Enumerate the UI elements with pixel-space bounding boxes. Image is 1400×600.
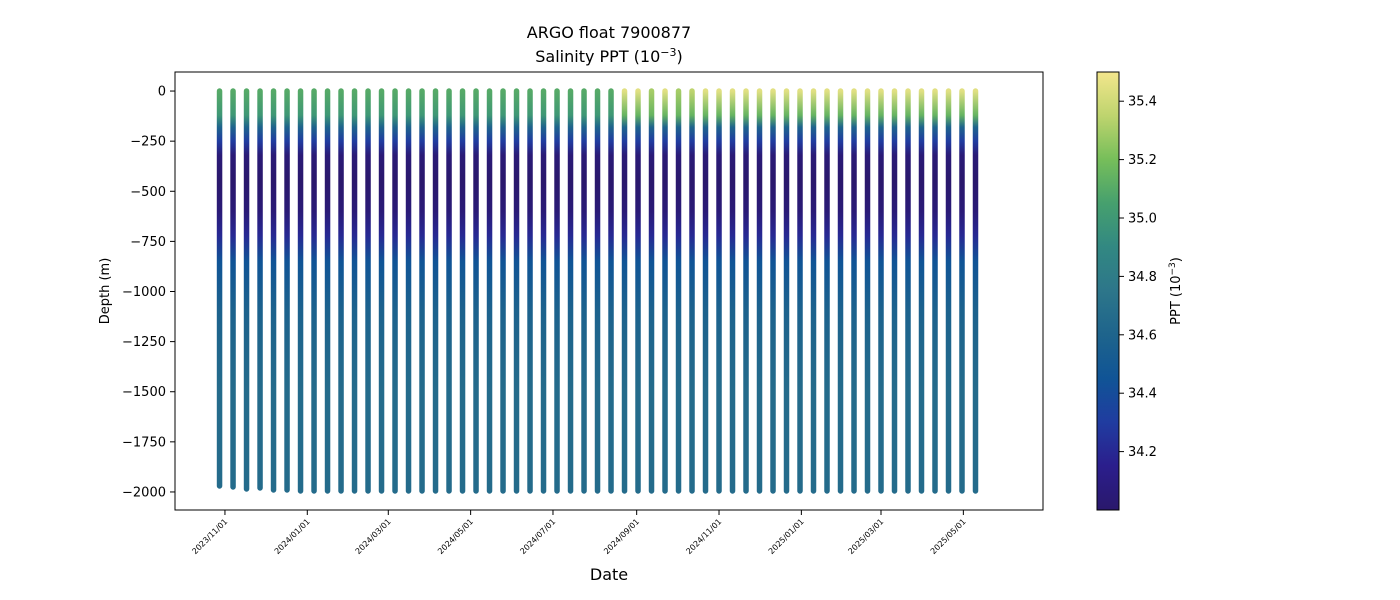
x-tick-label: 2024/09/01 [602, 517, 641, 556]
x-tick-label: 2024/01/01 [273, 517, 312, 556]
x-tick-label: 2025/05/01 [929, 517, 968, 556]
x-tick-label: 2024/05/01 [436, 517, 475, 556]
colorbar-tick-label: 34.2 [1128, 445, 1157, 460]
y-axis-label: Depth (m) [98, 258, 113, 325]
x-axis: 2023/11/01 2024/01/01 2024/03/01 2024/05/01… [190, 510, 968, 556]
colorbar [1096, 71, 1120, 511]
chart-title-line2-sup: −3 [660, 46, 676, 59]
x-tick-label: 2024/03/01 [354, 517, 393, 556]
plot-area [216, 88, 979, 494]
y-tick-label: −1250 [122, 335, 166, 350]
colorbar-tick-label: 34.8 [1128, 270, 1157, 285]
x-tick-label: 2024/07/01 [518, 517, 557, 556]
y-tick-label: −500 [130, 185, 166, 200]
colorbar-ticks: 34.2 34.4 34.6 34.8 35.0 35.2 35.4 [1119, 95, 1157, 460]
x-tick-label: 2023/11/01 [190, 517, 229, 556]
x-axis-label: Date [590, 565, 628, 584]
colorbar-label: PPT (10−3) [1168, 257, 1184, 325]
colorbar-tick-label: 34.4 [1128, 387, 1157, 402]
y-tick-label: −1750 [122, 435, 166, 450]
y-tick-label: −750 [130, 235, 166, 250]
colorbar-tick-label: 35.2 [1128, 153, 1157, 168]
x-tick-label: 2025/01/01 [767, 517, 806, 556]
y-tick-label: −2000 [122, 485, 166, 500]
chart-title-line2: Salinity PPT (10−3) [535, 46, 683, 66]
chart-title-line1: ARGO float 7900877 [527, 23, 691, 42]
y-tick-label: −1500 [122, 385, 166, 400]
colorbar-label-text: PPT (10 [1169, 275, 1184, 324]
x-tick-label: 2024/11/01 [684, 517, 723, 556]
y-tick-label: −1000 [122, 285, 166, 300]
x-tick-label: 2025/03/01 [846, 517, 885, 556]
colorbar-label-end: ) [1169, 257, 1184, 262]
colorbar-tick-label: 35.4 [1128, 95, 1157, 110]
y-tick-label: −250 [130, 135, 166, 150]
colorbar-tick-label: 35.0 [1128, 212, 1157, 227]
plot-frame [174, 71, 1044, 511]
y-axis: 0 −250 −500 −750 −1000 −1250 −1500 −1750 −2000 [122, 85, 175, 500]
colorbar-tick-label: 34.6 [1128, 328, 1157, 343]
chart-title-line2-end: ) [677, 47, 683, 66]
chart-title-line2-text: Salinity PPT (10 [535, 47, 660, 66]
colorbar-label-sup: −3 [1168, 262, 1178, 275]
y-tick-label: 0 [158, 85, 166, 100]
